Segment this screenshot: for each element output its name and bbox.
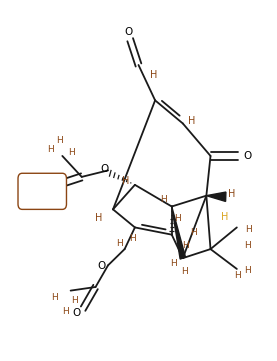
Polygon shape [206, 192, 226, 201]
Text: H: H [171, 259, 177, 268]
Text: H: H [150, 70, 157, 80]
Text: O: O [47, 184, 55, 195]
Text: H: H [52, 293, 58, 302]
Text: O: O [124, 27, 132, 38]
Text: H: H [234, 271, 241, 279]
Text: H: H [245, 241, 251, 250]
Text: H: H [47, 145, 54, 154]
Text: H: H [68, 148, 75, 157]
Text: H: H [160, 195, 167, 204]
Text: H: H [71, 296, 78, 305]
Text: H: H [95, 213, 102, 223]
Text: H: H [122, 176, 129, 186]
Text: H: H [174, 214, 181, 223]
Text: H: H [62, 307, 68, 316]
Text: H: H [245, 266, 251, 275]
Text: H: H [181, 267, 188, 276]
Text: H: H [56, 136, 63, 145]
Text: H: H [221, 212, 228, 222]
Text: H: H [190, 229, 197, 237]
Text: H: H [245, 225, 252, 234]
Text: H: H [182, 241, 188, 250]
Text: Abs: Abs [34, 186, 51, 196]
Text: H: H [116, 239, 123, 248]
Text: O: O [101, 164, 109, 174]
Text: H: H [188, 116, 196, 126]
Text: O: O [97, 261, 105, 271]
Polygon shape [172, 206, 186, 259]
FancyBboxPatch shape [18, 173, 66, 209]
Text: H: H [229, 189, 236, 199]
Text: H: H [129, 235, 136, 243]
Text: O: O [244, 151, 252, 161]
Text: O: O [72, 308, 80, 318]
